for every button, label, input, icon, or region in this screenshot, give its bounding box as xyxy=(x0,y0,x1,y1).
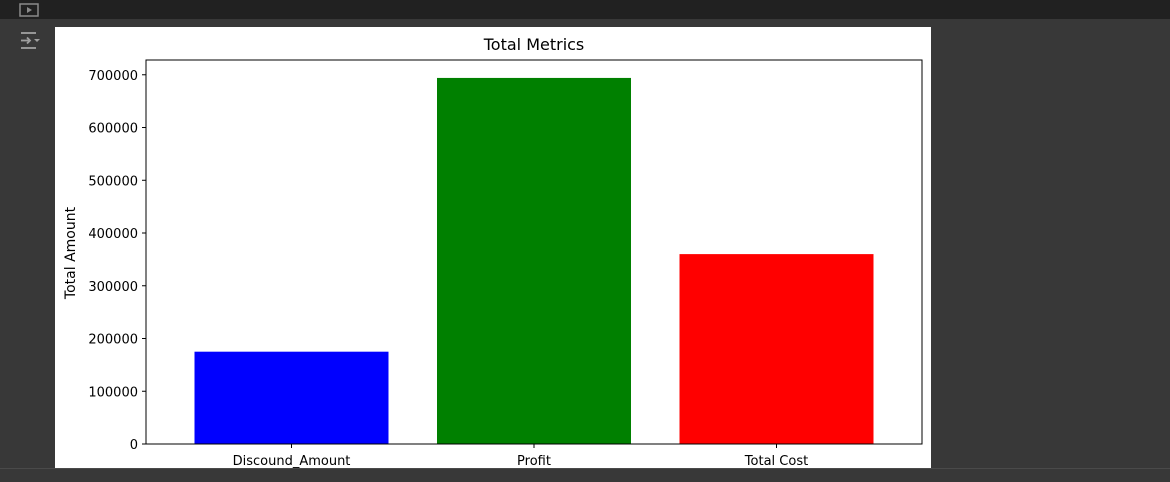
chart-title: Total Metrics xyxy=(483,35,585,54)
output-settings-icon[interactable] xyxy=(18,29,42,53)
x-axis: Discound_Amount Profit Total Cost xyxy=(233,444,808,468)
y-tick-label: 500000 xyxy=(88,174,138,189)
bars-group xyxy=(194,77,874,444)
y-tick-label: 100000 xyxy=(88,385,138,400)
play-icon[interactable] xyxy=(19,3,39,17)
cell-toolbar xyxy=(0,0,1170,19)
status-bar xyxy=(0,468,1170,482)
y-tick-label: 400000 xyxy=(88,227,138,242)
y-tick-label: 200000 xyxy=(88,333,138,348)
y-tick-label: 300000 xyxy=(88,280,138,295)
cell-output: Total Metrics Total Amount 0 100000 200000… xyxy=(55,27,931,468)
bar-total-cost xyxy=(679,254,874,444)
plot-frame xyxy=(145,59,923,445)
x-tick-label: Profit xyxy=(517,454,551,468)
y-axis: 0 100000 200000 300000 400000 500000 600000 700… xyxy=(88,69,146,453)
bar-discound-amount xyxy=(194,351,389,444)
y-tick-label: 700000 xyxy=(88,69,138,84)
x-tick-label: Total Cost xyxy=(744,454,808,468)
bar-profit xyxy=(437,77,631,444)
bar-chart: Total Metrics Total Amount 0 100000 200000… xyxy=(63,35,923,468)
y-axis-label: Total Amount xyxy=(63,206,79,300)
y-tick-label: 0 xyxy=(130,438,138,453)
y-tick-label: 600000 xyxy=(88,122,138,137)
x-tick-label: Discound_Amount xyxy=(233,454,351,468)
